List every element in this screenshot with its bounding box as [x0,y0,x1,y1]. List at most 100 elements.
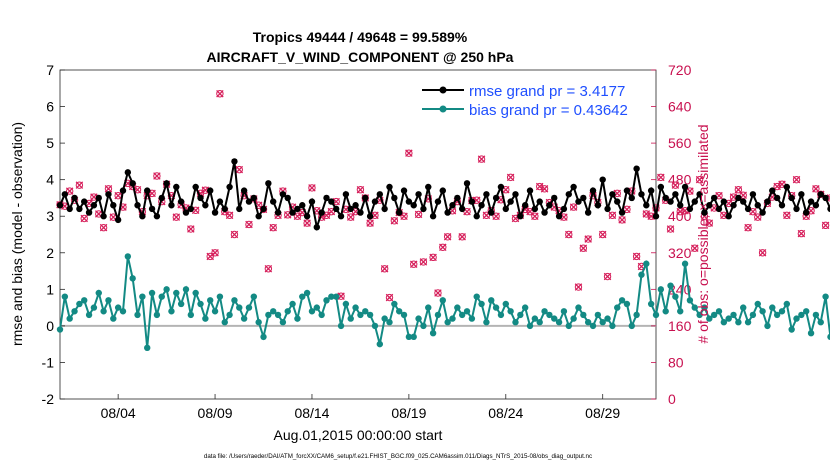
rmse-point [778,202,786,209]
rmse-point [817,191,824,198]
bias-point [153,311,161,319]
obs-assimilated-point [671,181,680,189]
obs-assimilated-point [409,260,418,268]
bias-point [250,293,258,300]
rmse-point [531,205,539,213]
bias-point [303,289,311,297]
obs-possible-point [812,185,820,193]
rmse-point [580,194,587,202]
obs-assimilated-point [385,293,394,302]
rmse-point [754,202,761,209]
bias-point [134,311,141,319]
bias-point [512,319,519,326]
obs-assimilated-point [187,225,195,233]
rmse-point [240,187,248,194]
obs-possible-point [380,265,389,273]
bias-point [274,311,282,319]
bias-point [429,330,437,337]
rmse-point [197,194,204,202]
bias-point [119,308,127,315]
obs-possible-point [153,172,161,180]
rmse-point [681,183,689,191]
bias-point [667,282,674,289]
rmse-point [798,191,805,198]
bias-point [521,304,529,311]
rmse-point [473,213,480,220]
obs-possible-point [303,219,311,227]
bias-point [425,304,432,311]
bias-series [56,253,830,352]
obs-assimilated-point [366,219,374,227]
bias-point [764,322,771,330]
rmse-point [643,202,650,209]
bias-point [308,308,316,315]
obs-assimilated-point [792,175,801,184]
bias-point [463,308,471,315]
obs-possible-point [80,214,88,223]
bias-point [202,315,209,322]
obs-possible-point [269,223,277,232]
bias-point [255,319,262,326]
rmse-point [420,205,427,213]
rmse-point [255,213,262,220]
bias-point [434,311,442,319]
rmse-point [483,191,490,198]
obs-assimilated-point [235,165,244,174]
obs-assimilated-point [114,191,122,200]
obs-assimilated-point [579,244,588,252]
bias-point [701,304,708,311]
rmse-point [551,194,558,202]
obs-possible-point [230,230,239,239]
bias-point [497,311,505,319]
rmse-point [362,194,369,202]
chart-title-line1: Tropics 49444 / 49648 = 99.589% [253,29,468,45]
bias-point [76,300,83,308]
obs-assimilated-point [695,175,704,184]
bias-point [541,308,548,315]
obs-assimilated-point [172,213,181,221]
rmse-point [735,194,742,202]
rmse-point [560,205,568,213]
bias-point [609,322,616,330]
rmse-point [294,205,301,213]
bias-point [347,315,354,322]
rmse-point [788,194,795,202]
bias-point [769,304,776,311]
obs-assimilated-point [332,197,340,206]
bias-point [788,326,795,333]
bias-point [270,308,277,315]
obs-possible-point [574,283,583,291]
bias-point [323,297,330,304]
rmse-point [468,198,476,205]
bias-point [444,319,451,326]
rmse-point [628,194,635,202]
obs-possible-point [400,212,408,220]
rmse-point [202,202,209,209]
rmse-point [454,194,461,202]
obs-possible-point [734,186,743,194]
obs-assimilated-point [705,219,714,227]
bias-point [352,304,359,311]
bias-point [187,311,195,319]
bias-point [798,311,805,319]
rmse-point [647,187,655,194]
rmse-point [347,205,354,213]
obs-possible-point [264,265,273,273]
obs-possible-point [458,233,466,241]
plot-area [59,69,657,400]
bias-point [110,315,117,322]
bias-point [279,319,287,326]
bias-point [395,308,403,315]
obs-assimilated-point [414,210,423,219]
obs-assimilated-point [458,233,466,241]
rmse-point [706,202,713,209]
obs-possible-point [584,235,592,243]
obs-possible-point [419,258,428,266]
bias-point [66,315,73,322]
bias-point [158,293,165,300]
rmse-point [662,194,669,202]
bias-point [730,311,737,319]
rmse-point [521,202,529,209]
rmse-point [686,205,694,213]
